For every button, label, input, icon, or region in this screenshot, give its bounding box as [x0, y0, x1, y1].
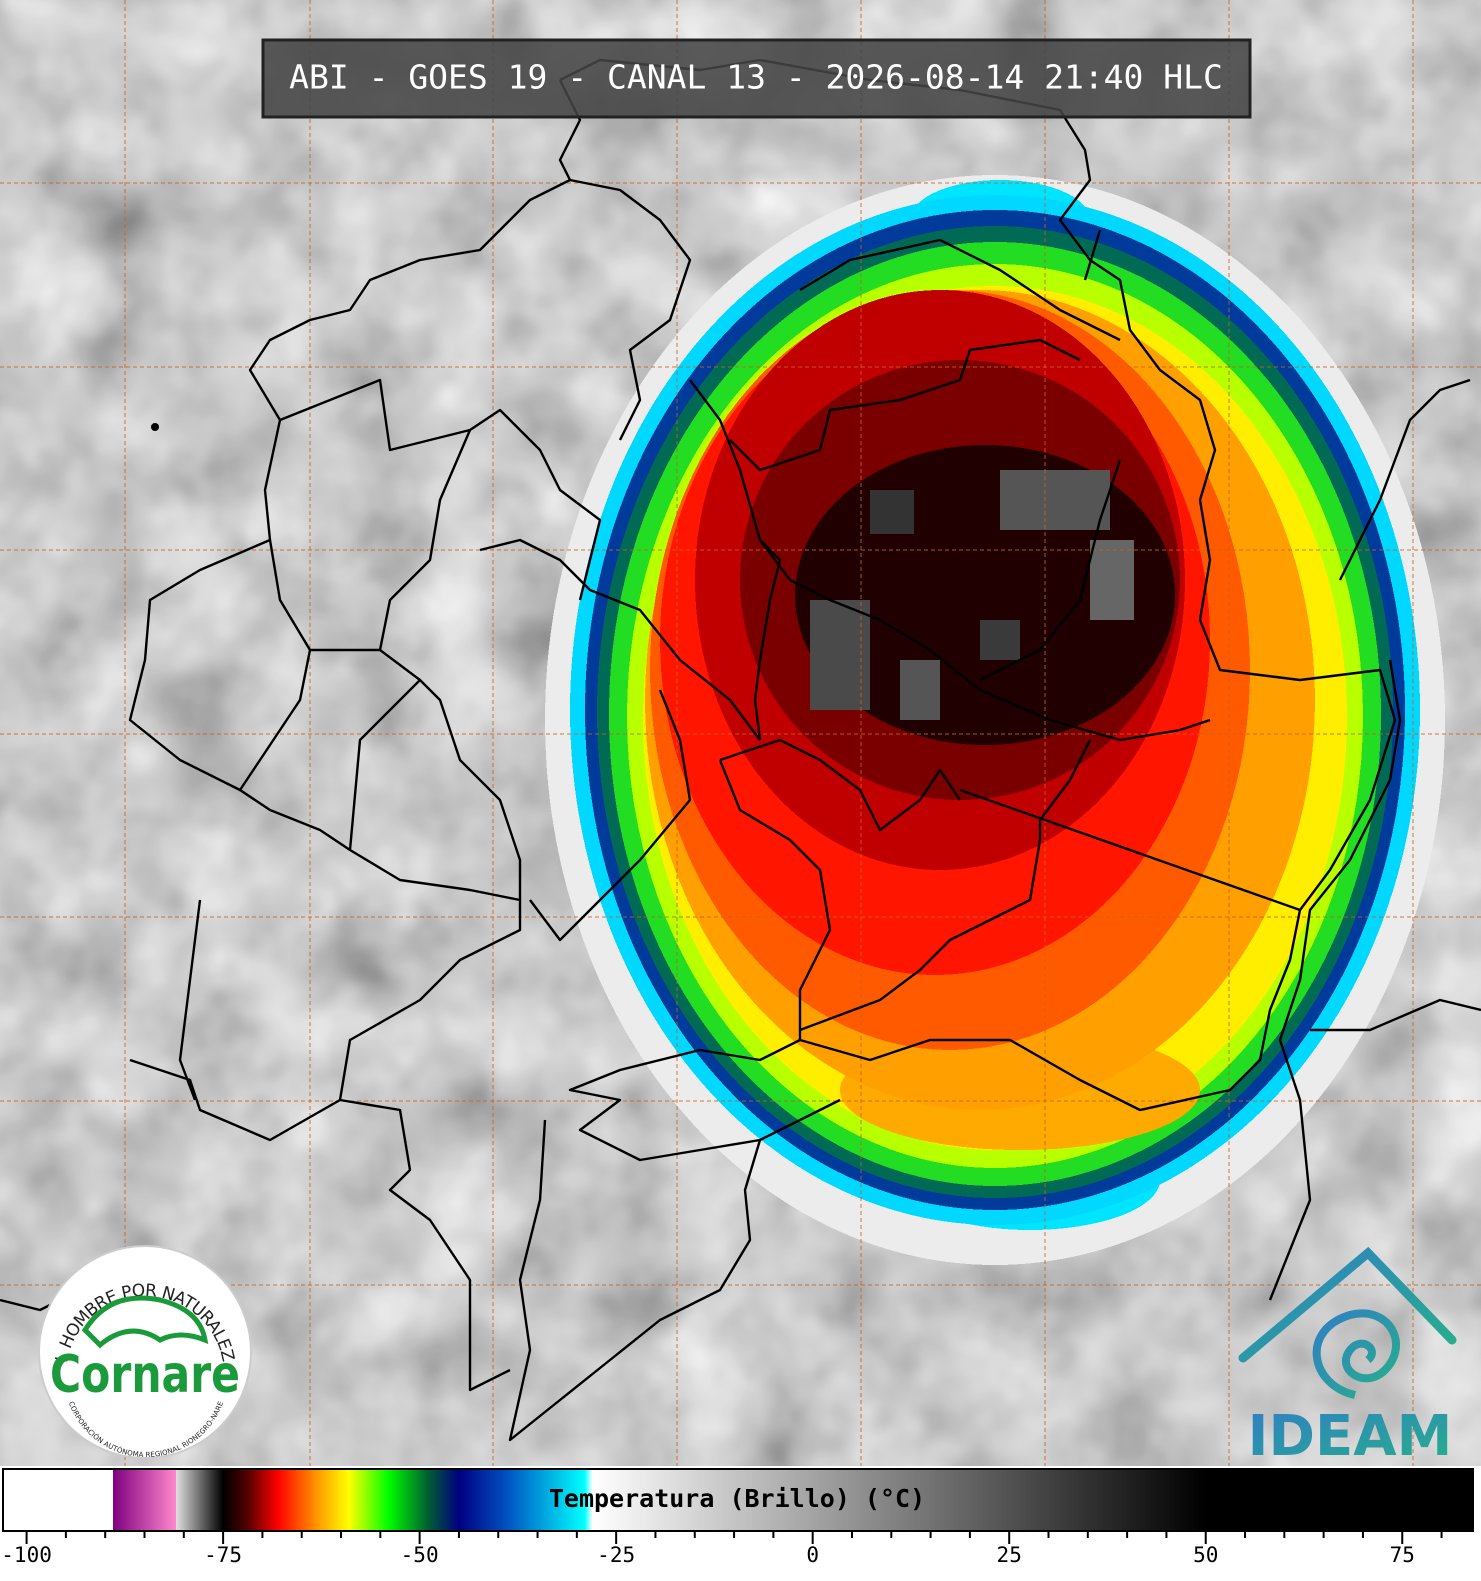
ideam-logo: IDEAM: [1238, 1246, 1457, 1469]
colorbar: [2, 1468, 1474, 1532]
title-box: [261, 38, 1252, 119]
tick-label: 25: [997, 1543, 1022, 1567]
tick-label: -75: [204, 1543, 242, 1567]
title: ABI - GOES 19 - CANAL 13 - 2026-08-14 21…: [289, 58, 1223, 97]
colorbar-axis: -100 -75 -50 -25 0 25 50 75: [1, 1530, 1473, 1567]
tick-label: -50: [401, 1543, 439, 1567]
tick-label: 50: [1193, 1543, 1218, 1567]
tick-label: -100: [1, 1543, 52, 1567]
colorbar-label: Temperatura (Brillo) (°C): [549, 1484, 925, 1513]
tick-label: -25: [597, 1543, 635, 1567]
ideam-name: IDEAM: [1248, 1404, 1453, 1469]
tick-label: 75: [1390, 1543, 1415, 1567]
cornare-name: Cornare: [50, 1345, 240, 1405]
storm-cloud: [545, 175, 1445, 1265]
graticule: [0, 0, 1481, 1466]
tick-label: 0: [806, 1543, 819, 1567]
town-marker: [151, 423, 159, 431]
